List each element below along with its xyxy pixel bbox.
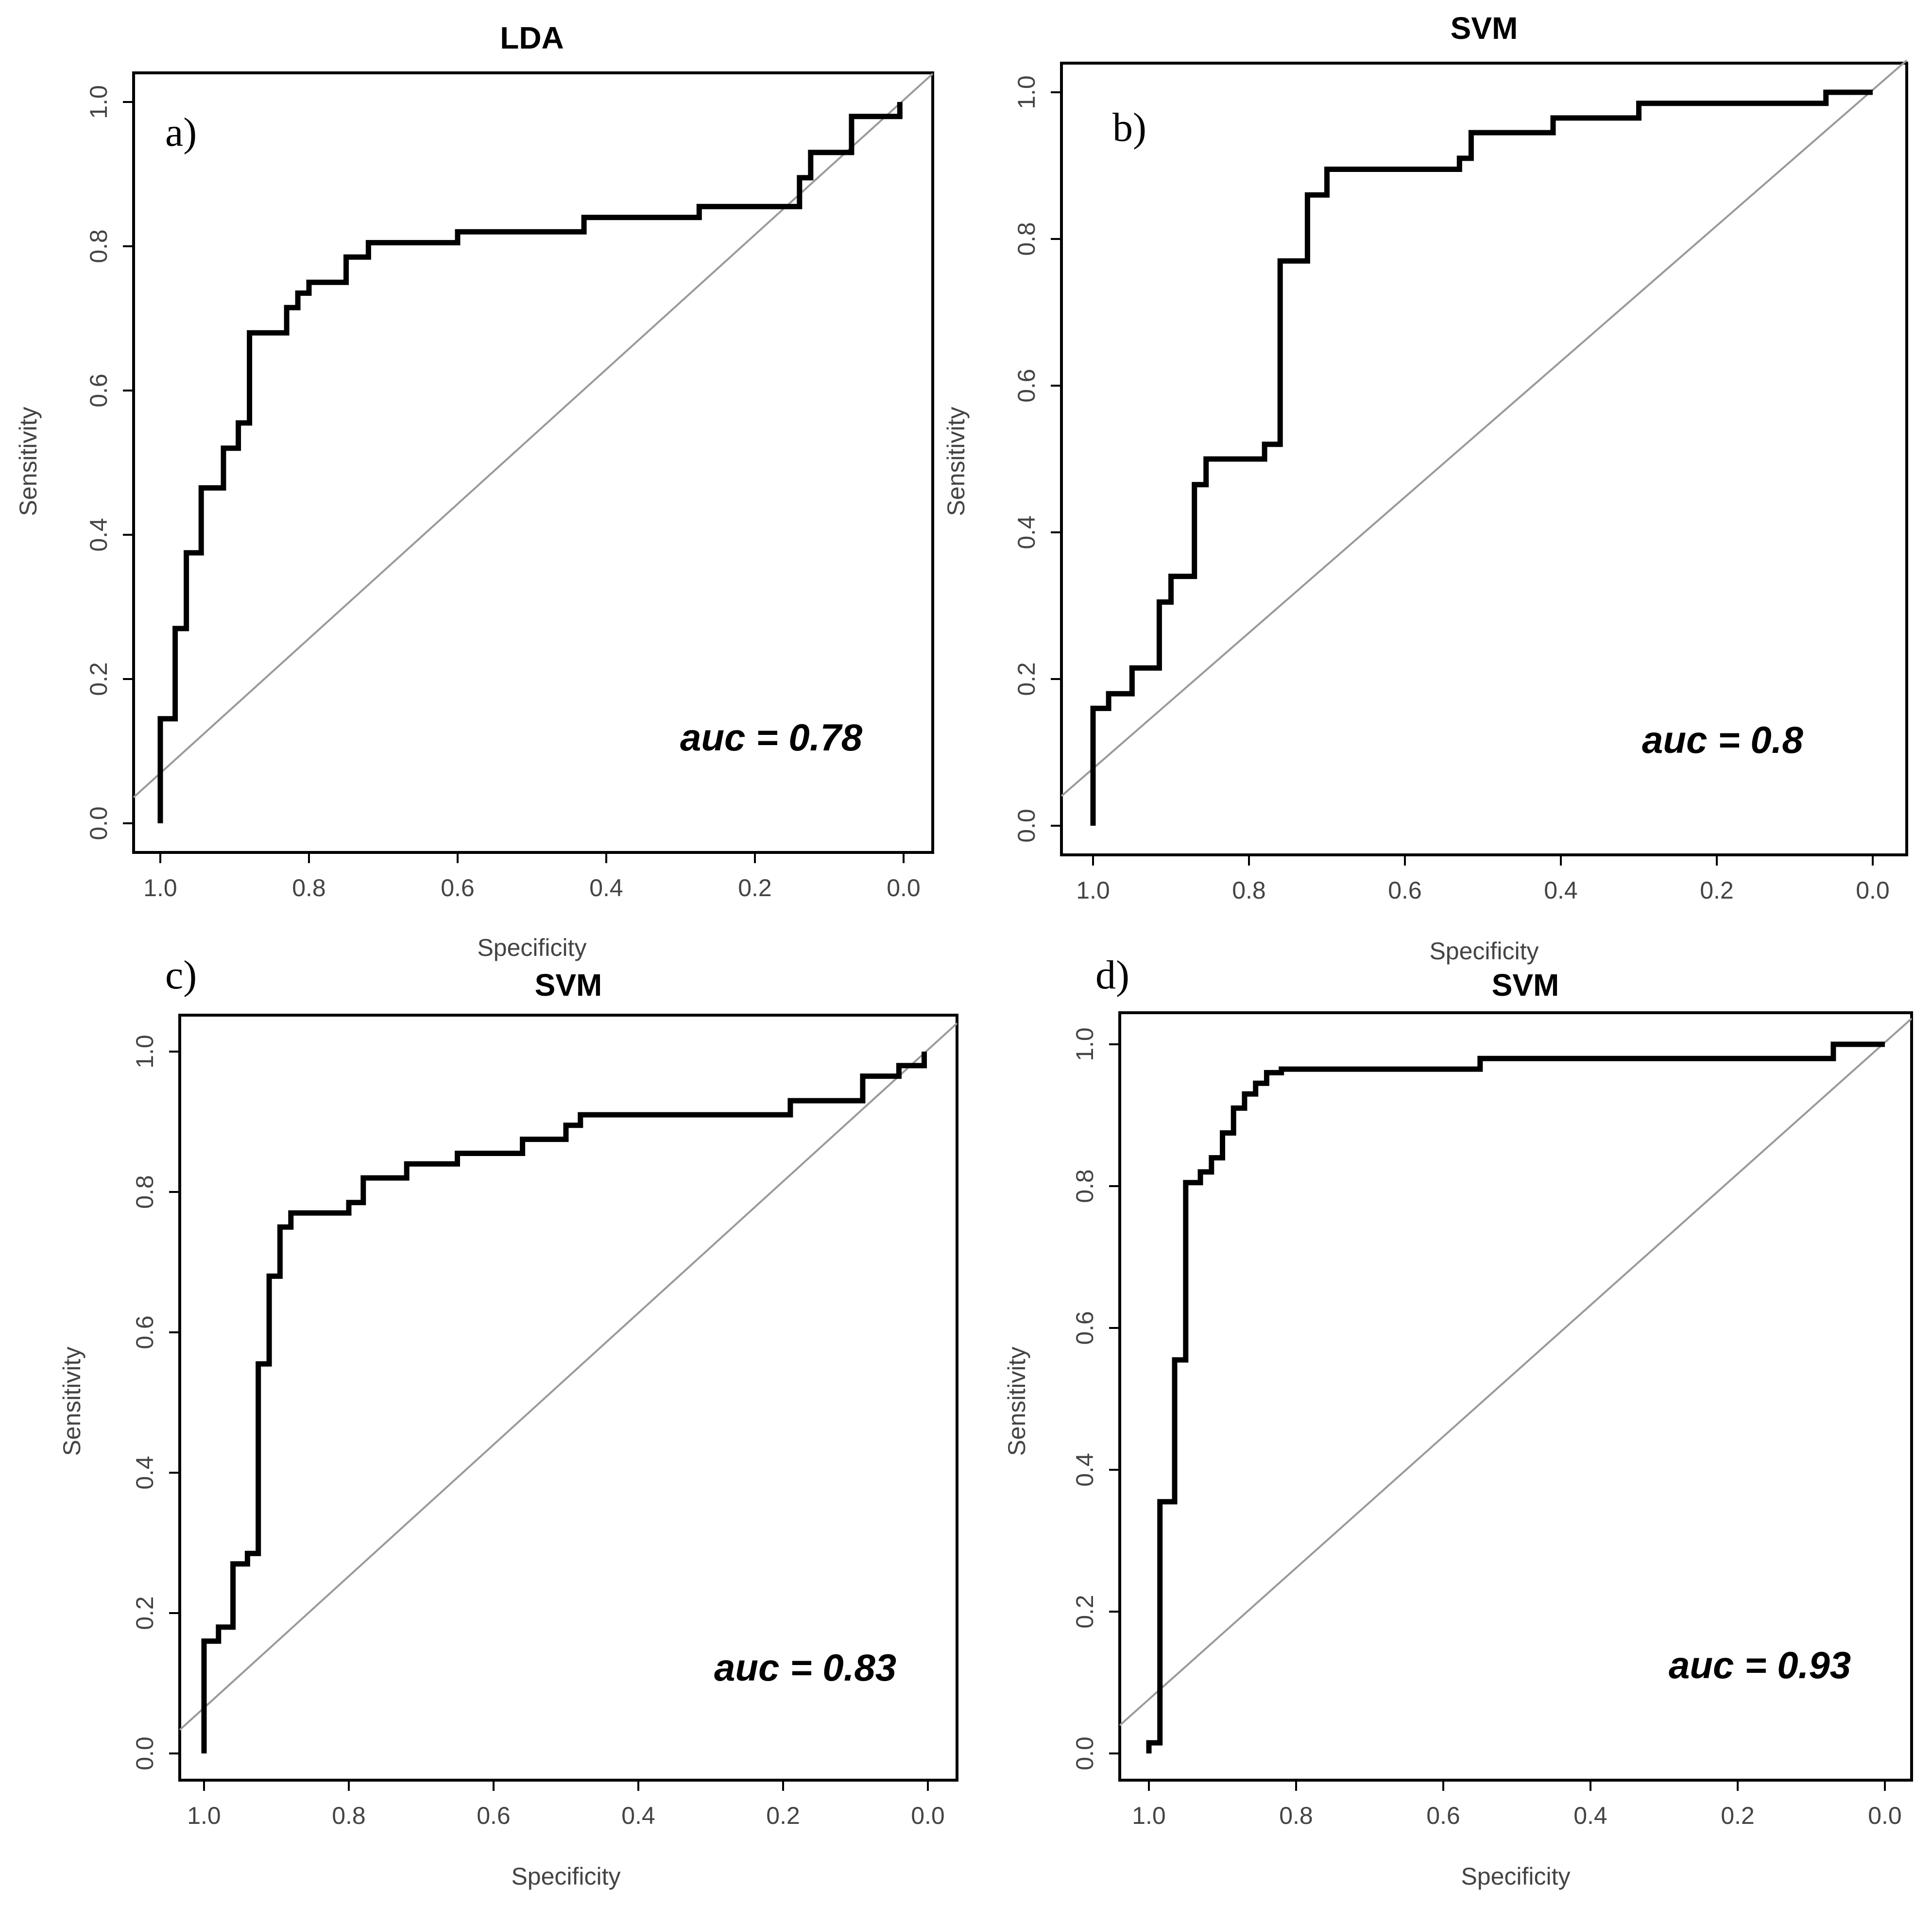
panel-2-y-axis-label: Sensitivity xyxy=(942,407,970,516)
panel-3-ytick-label: 0.4 xyxy=(131,1456,158,1490)
panel-4-ytick-label: 0.6 xyxy=(1071,1311,1098,1345)
panel-3-xtick-label: 0.8 xyxy=(332,1802,366,1829)
panel-4-xtick-label: 0.8 xyxy=(1279,1802,1313,1829)
panel-4-ytick-label: 0.8 xyxy=(1071,1169,1098,1203)
panel-3-title: SVM xyxy=(535,968,602,1003)
panel-3-panel-label: c) xyxy=(165,952,197,998)
panel-2-ytick-label: 0.2 xyxy=(1013,662,1040,696)
panel-1-ytick-label: 0.8 xyxy=(85,229,112,263)
panel-2-panel-label: b) xyxy=(1112,105,1146,150)
panel-1-y-axis-label: Sensitivity xyxy=(15,407,42,516)
panel-3-xtick-label: 1.0 xyxy=(187,1802,221,1829)
panel-1-ytick-label: 0.0 xyxy=(85,806,112,840)
panel-4-panel-label: d) xyxy=(1095,952,1129,998)
panel-3-roc-curve xyxy=(201,1052,927,1753)
panel-1-xtick-label: 0.4 xyxy=(589,874,623,901)
panel-4-diagonal-reference-line xyxy=(1119,1018,1913,1726)
panel-3-ytick-label: 0.8 xyxy=(131,1175,158,1209)
panel-4-x-axis-label: Specificity xyxy=(1461,1863,1570,1890)
panel-3-diagonal-reference-line xyxy=(179,1022,958,1731)
panel-4-xtick-label: 0.6 xyxy=(1426,1802,1460,1829)
panel-4-ytick-label: 0.4 xyxy=(1071,1453,1098,1487)
panel-2-title: SVM xyxy=(1451,11,1518,46)
panel-3-x-axis-label: Specificity xyxy=(511,1863,620,1890)
panel-1-diagonal-reference-line xyxy=(133,73,934,799)
panel-2-ytick-label: 1.0 xyxy=(1013,75,1040,109)
panel-4-ytick-label: 0.2 xyxy=(1071,1595,1098,1629)
panel-2-diagonal-reference-line xyxy=(1060,59,1908,797)
panel-1-xtick-label: 0.0 xyxy=(887,874,921,901)
panel-4-xtick-label: 0.4 xyxy=(1573,1802,1607,1829)
panel-4-y-axis-label: Sensitivity xyxy=(1003,1346,1030,1456)
panel-2-xtick-label: 0.4 xyxy=(1544,877,1578,904)
panel-4-roc-curve xyxy=(1146,1041,1885,1753)
panel-4-auc-annotation: auc = 0.93 xyxy=(1669,1644,1851,1686)
panel-3-xtick-label: 0.4 xyxy=(621,1802,655,1829)
panel-4-xtick-label: 1.0 xyxy=(1132,1802,1166,1829)
panel-2-ytick-label: 0.6 xyxy=(1013,369,1040,403)
panel-1-panel-label: a) xyxy=(165,110,197,155)
panel-2-roc-curve xyxy=(1090,89,1873,826)
panel-1-title: LDA xyxy=(500,20,564,55)
panel-2-ytick-label: 0.0 xyxy=(1013,809,1040,843)
panel-1-xtick-label: 0.6 xyxy=(441,874,475,901)
panel-2-plot-frame xyxy=(1060,62,1908,856)
panel-2-ytick-label: 0.8 xyxy=(1013,222,1040,256)
panel-3: 1.0 0.8 0.6 0.4 0.2 0.0 0.0 0.2 0.4 0.6 0.8 1.0 Spec… xyxy=(58,952,958,1890)
panel-3-xtick-label: 0.0 xyxy=(911,1802,945,1829)
panel-3-ytick-label: 1.0 xyxy=(131,1035,158,1069)
panel-3-xtick-label: 0.2 xyxy=(766,1802,800,1829)
panel-3-ytick-label: 0.0 xyxy=(131,1736,158,1770)
panel-1-plot-frame xyxy=(132,71,934,854)
panel-1-x-axis-label: Specificity xyxy=(477,934,586,961)
panel-2-auc-annotation: auc = 0.8 xyxy=(1642,718,1803,761)
panel-4: 1.0 0.8 0.6 0.4 0.2 0.0 0.0 0.2 0.4 0.6 0.8 1.0 Spec… xyxy=(1003,952,1913,1890)
panel-1-ytick-label: 0.6 xyxy=(85,374,112,408)
panel-1: 1.0 0.8 0.6 0.4 0.2 0.0 0.0 0.2 0.4 0.6 0.8 1.0 Spec… xyxy=(15,20,934,961)
panel-4-title: SVM xyxy=(1492,968,1559,1003)
panel-2-ytick-label: 0.4 xyxy=(1013,515,1040,549)
panel-2-xtick-label: 0.8 xyxy=(1232,877,1266,904)
panel-3-ytick-label: 0.2 xyxy=(131,1596,158,1630)
panel-1-xtick-label: 0.2 xyxy=(738,874,772,901)
panel-2-xtick-label: 0.2 xyxy=(1700,877,1734,904)
panel-4-ytick-label: 1.0 xyxy=(1071,1027,1098,1061)
panel-4-xtick-label: 0.0 xyxy=(1868,1802,1902,1829)
panel-1-ytick-label: 0.2 xyxy=(85,662,112,696)
panel-3-ytick-label: 0.6 xyxy=(131,1315,158,1349)
panel-1-xtick-label: 0.8 xyxy=(292,874,326,901)
panel-2-xtick-label: 1.0 xyxy=(1076,877,1110,904)
panel-1-roc-curve xyxy=(157,102,903,823)
panel-1-auc-annotation: auc = 0.78 xyxy=(680,716,863,759)
panel-3-xtick-label: 0.6 xyxy=(477,1802,511,1829)
panel-2: 1.0 0.8 0.6 0.4 0.2 0.0 0.0 0.2 0.4 0.6 0.8 1.0 Spec… xyxy=(942,11,1908,965)
panel-1-ytick-label: 1.0 xyxy=(85,85,112,119)
panel-2-xtick-label: 0.6 xyxy=(1388,877,1422,904)
panel-1-xtick-label: 1.0 xyxy=(143,874,177,901)
panel-3-auc-annotation: auc = 0.83 xyxy=(714,1646,896,1689)
panel-2-x-axis-label: Specificity xyxy=(1429,937,1539,965)
panel-4-xtick-label: 0.2 xyxy=(1721,1802,1755,1829)
panel-3-plot-frame xyxy=(178,1014,958,1782)
panel-1-ytick-label: 0.4 xyxy=(85,518,112,552)
panel-4-ytick-label: 0.0 xyxy=(1071,1736,1098,1770)
panel-3-y-axis-label: Sensitivity xyxy=(58,1346,85,1456)
panel-2-xtick-label: 0.0 xyxy=(1856,877,1890,904)
panel-4-plot-frame xyxy=(1118,1011,1913,1782)
